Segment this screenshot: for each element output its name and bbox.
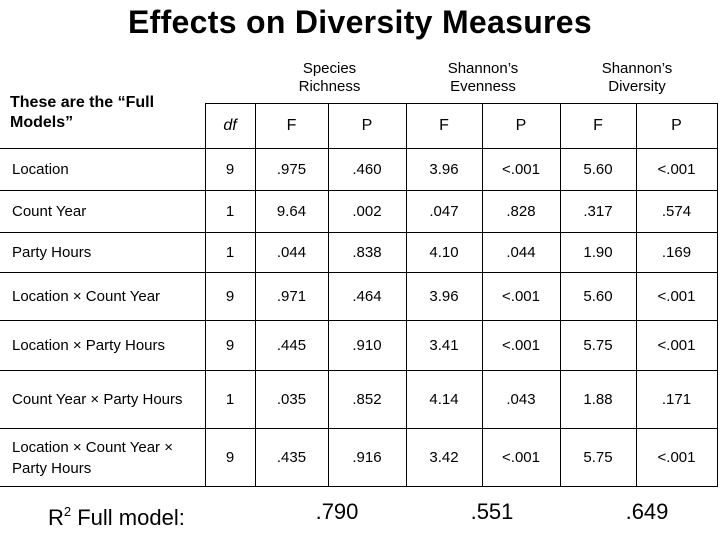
cell-evenness-f: 3.96 <box>406 148 483 191</box>
col-header-diversity-p: P <box>636 103 718 149</box>
cell-richness-f: .445 <box>255 320 329 371</box>
row-label: Location <box>0 148 206 191</box>
cell-diversity-p: <.001 <box>636 428 718 487</box>
table-header-row: df F P F P F P <box>0 103 718 149</box>
table-row: Location × Count Year 9.971.464 3.96 <.001 5… <box>0 272 718 321</box>
cell-evenness-f: 3.42 <box>406 428 483 487</box>
cell-evenness-p: <.001 <box>482 148 561 191</box>
cell-evenness-f: 3.96 <box>406 272 483 321</box>
cell-diversity-p: <.001 <box>636 272 718 321</box>
cell-evenness-p: .043 <box>482 370 561 429</box>
cell-richness-p: .910 <box>328 320 407 371</box>
group-header-species-richness: Species Richness <box>298 60 361 95</box>
col-header-richness-f: F <box>255 103 329 149</box>
cell-diversity-p: .574 <box>636 190 718 233</box>
corner-cell <box>0 103 206 149</box>
cell-evenness-f: 4.10 <box>406 232 483 273</box>
cell-diversity-p: <.001 <box>636 320 718 371</box>
full-model-label: Full model: <box>71 505 185 530</box>
col-header-df: df <box>204 103 256 149</box>
cell-richness-f: .044 <box>255 232 329 273</box>
cell-richness-p: .852 <box>328 370 407 429</box>
cell-richness-p: .460 <box>328 148 407 191</box>
cell-richness-f: .971 <box>255 272 329 321</box>
page-title: Effects on Diversity Measures <box>128 4 592 40</box>
cell-evenness-f: 3.41 <box>406 320 483 371</box>
row-label: Count Year × Party Hours <box>0 370 206 429</box>
cell-evenness-f: .047 <box>406 190 483 233</box>
r-symbol: R <box>48 505 64 530</box>
cell-evenness-p: .044 <box>482 232 561 273</box>
cell-diversity-f: 1.90 <box>560 232 637 273</box>
col-header-evenness-p: P <box>482 103 561 149</box>
cell-diversity-f: 5.75 <box>560 428 637 487</box>
results-table: df F P F P F P Location 9.975.460 3.96 <.00… <box>0 103 718 487</box>
row-label: Location × Count Year × Party Hours <box>0 428 206 487</box>
table-row: Location × Count Year × Party Hours 9.435… <box>0 428 718 487</box>
row-label: Location × Party Hours <box>0 320 206 371</box>
r-superscript: 2 <box>63 504 72 519</box>
cell-df: 9 <box>204 320 256 371</box>
r-squared-richness: .790 <box>315 499 359 524</box>
r-squared-label: R2 Full model: <box>48 497 185 530</box>
group-header-shannon-evenness: Shannon’s Evenness <box>447 60 519 95</box>
cell-richness-f: 9.64 <box>255 190 329 233</box>
cell-evenness-p: <.001 <box>482 320 561 371</box>
cell-evenness-p: <.001 <box>482 272 561 321</box>
cell-richness-p: .002 <box>328 190 407 233</box>
group-header-shannon-diversity: Shannon’s Diversity <box>601 60 673 95</box>
table-row: Location × Party Hours 9.445.910 3.41 <.001… <box>0 320 718 371</box>
row-label: Count Year <box>0 190 206 233</box>
table-row: Count Year × Party Hours 1.035.852 4.14.04… <box>0 370 718 429</box>
cell-diversity-f: 5.60 <box>560 272 637 321</box>
row-label: Location × Count Year <box>0 272 206 321</box>
cell-evenness-p: .828 <box>482 190 561 233</box>
table-row: Location 9.975.460 3.96 <.001 5.60 <.001 <box>0 148 718 191</box>
cell-df: 1 <box>204 370 256 429</box>
cell-diversity-p: .169 <box>636 232 718 273</box>
col-header-evenness-f: F <box>406 103 483 149</box>
cell-df: 9 <box>204 272 256 321</box>
cell-richness-p: .838 <box>328 232 407 273</box>
cell-df: 1 <box>204 190 256 233</box>
cell-diversity-f: 5.60 <box>560 148 637 191</box>
cell-diversity-f: 1.88 <box>560 370 637 429</box>
r-squared-diversity: .649 <box>625 499 669 524</box>
cell-diversity-f: .317 <box>560 190 637 233</box>
table-row: Party Hours 1.044.838 4.10.044 1.90.169 <box>0 232 718 273</box>
cell-df: 9 <box>204 428 256 487</box>
cell-df: 1 <box>204 232 256 273</box>
cell-df: 9 <box>204 148 256 191</box>
r-squared-evenness: .551 <box>470 499 514 524</box>
table-row: Count Year 1 9.64.002.047.828.317.574 <box>0 190 718 233</box>
cell-richness-p: .464 <box>328 272 407 321</box>
cell-richness-f: .435 <box>255 428 329 487</box>
cell-diversity-p: <.001 <box>636 148 718 191</box>
cell-richness-f: .975 <box>255 148 329 191</box>
cell-diversity-f: 5.75 <box>560 320 637 371</box>
cell-richness-f: .035 <box>255 370 329 429</box>
col-header-richness-p: P <box>328 103 407 149</box>
cell-evenness-p: <.001 <box>482 428 561 487</box>
col-header-diversity-f: F <box>560 103 637 149</box>
cell-diversity-p: .171 <box>636 370 718 429</box>
cell-evenness-f: 4.14 <box>406 370 483 429</box>
row-label: Party Hours <box>0 232 206 273</box>
cell-richness-p: .916 <box>328 428 407 487</box>
